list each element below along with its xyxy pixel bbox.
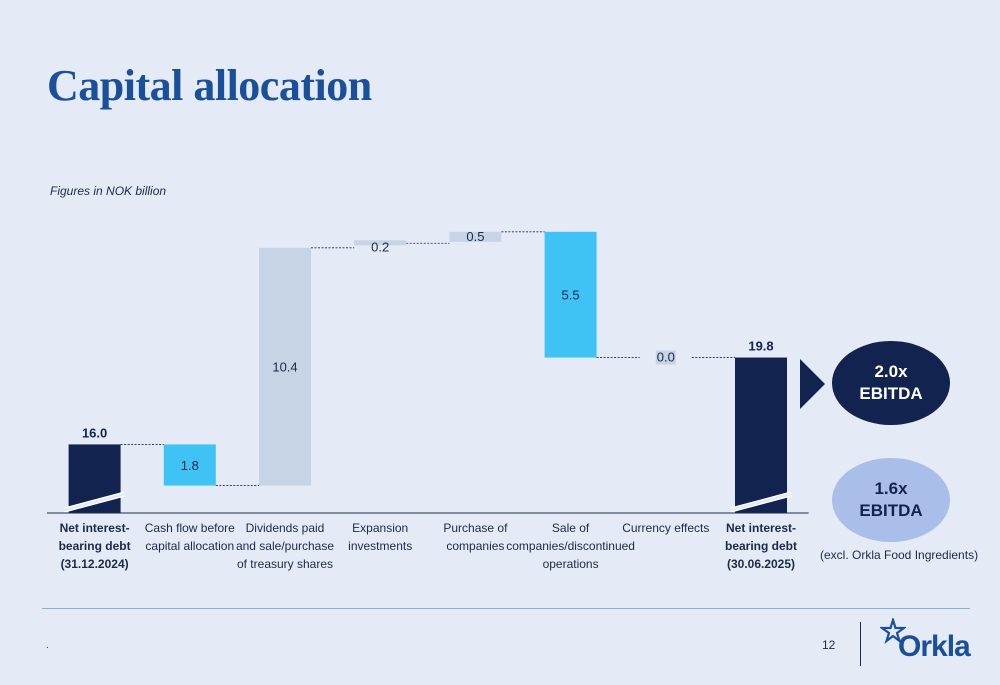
page-title: Capital allocation — [47, 61, 372, 110]
data-label: 16.0 — [82, 425, 107, 440]
data-label: 10.4 — [272, 360, 297, 375]
data-label: 5.5 — [562, 288, 580, 303]
category-label: (30.06.2025) — [727, 557, 795, 571]
data-label: 1.8 — [181, 458, 199, 473]
category-label: operations — [543, 557, 599, 571]
data-label: 19.8 — [748, 339, 773, 354]
category-label: Sale of — [552, 521, 590, 535]
category-label: Expansion — [352, 521, 408, 535]
footer-divider — [42, 608, 970, 609]
ebitda-multiple-excl-label: EBITDA — [859, 501, 923, 520]
category-label: Dividends paid — [246, 521, 325, 535]
ebitda-multiple-badge: 2.0x EBITDA — [832, 341, 950, 425]
waterfall-bar — [544, 231, 597, 358]
category-label: Net interest- — [726, 521, 796, 535]
category-label: investments — [348, 539, 412, 553]
footer-separator — [860, 622, 861, 666]
axis-break-icon — [731, 492, 791, 512]
excl-note: (excl. Orkla Food Ingredients) — [820, 548, 979, 562]
axis-break-icon — [64, 492, 125, 512]
chart-subtitle: Figures in NOK billion — [50, 184, 167, 198]
waterfall-bar — [354, 240, 407, 246]
orkla-star-icon — [880, 618, 906, 644]
ebitda-multiple-label: EBITDA — [859, 384, 923, 403]
category-label: Purchase of — [443, 521, 508, 535]
ebitda-multiple-excl-badge: 1.6x EBITDA — [832, 458, 950, 542]
category-label: capital allocation — [145, 539, 234, 553]
orkla-logo: Orkla — [898, 630, 971, 663]
category-label: Currency effects — [622, 521, 709, 535]
ebitda-multiple-value: 2.0x — [874, 362, 908, 381]
data-label: 0.0 — [657, 350, 675, 365]
waterfall-bar — [655, 350, 676, 365]
data-label: 0.2 — [371, 239, 389, 254]
waterfall-bar — [449, 231, 502, 242]
waterfall-bar — [735, 357, 787, 513]
ebitda-multiple-excl-value: 1.6x — [874, 479, 908, 498]
axis-break-line — [730, 491, 792, 509]
category-label: Cash flow before — [145, 521, 235, 535]
category-label: bearing debt — [725, 539, 797, 553]
category-label: Net interest- — [60, 521, 130, 535]
footer-dot: . — [46, 640, 49, 651]
category-label: and sale/purchase — [236, 539, 334, 553]
axis-break-line — [64, 491, 125, 509]
category-label: companies/discontinued — [506, 539, 635, 553]
data-label: 0.5 — [466, 229, 484, 244]
axis-break-line — [730, 495, 792, 513]
waterfall-bar — [163, 444, 216, 486]
category-label: bearing debt — [59, 539, 131, 553]
arrow-right-icon — [800, 359, 825, 409]
category-label: companies — [446, 539, 504, 553]
category-label: (31.12.2024) — [61, 557, 129, 571]
page-number: 12 — [822, 638, 836, 652]
category-label: of treasury shares — [237, 557, 333, 571]
axis-break-line — [64, 495, 125, 513]
waterfall-bar — [259, 247, 311, 486]
